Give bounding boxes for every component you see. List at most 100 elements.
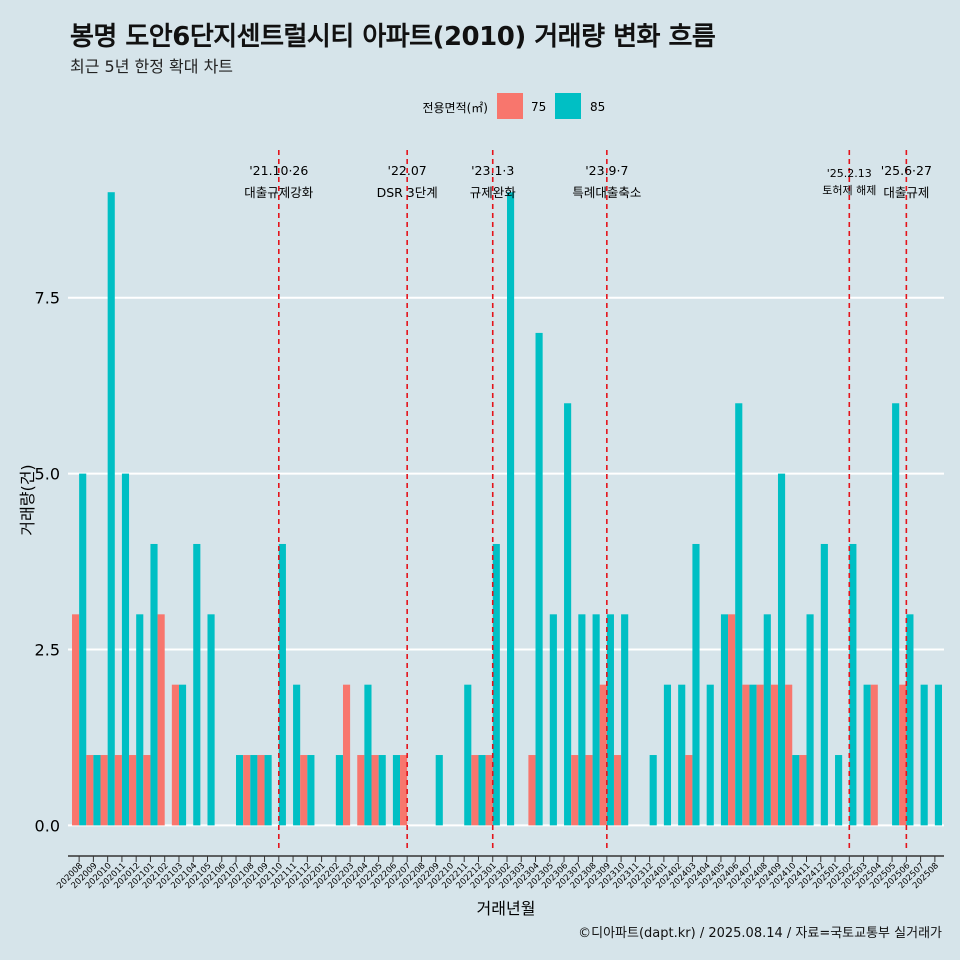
bar-85-202506 bbox=[906, 614, 914, 826]
bar-75-202411 bbox=[799, 755, 807, 826]
bar-75-202407 bbox=[742, 684, 750, 826]
event-desc-label: 대출규제 bbox=[883, 185, 929, 200]
bar-85-202109 bbox=[264, 755, 272, 826]
legend-title: 전용면적(㎡) bbox=[422, 101, 488, 115]
bar-75-202307 bbox=[571, 755, 579, 826]
bar-85-202508 bbox=[934, 684, 942, 826]
event-desc-label: DSR 3단계 bbox=[377, 185, 438, 200]
event-date-label: '22.07 bbox=[388, 163, 427, 178]
bar-85-202009 bbox=[93, 755, 101, 826]
bar-85-202211 bbox=[464, 684, 472, 826]
bar-85-202412 bbox=[820, 543, 828, 826]
bar-85-202410 bbox=[792, 755, 800, 826]
bar-85-202310 bbox=[621, 614, 629, 826]
y-tick-label: 2.5 bbox=[35, 640, 60, 659]
bar-85-202403 bbox=[692, 543, 700, 826]
bar-85-202212 bbox=[478, 755, 486, 826]
bar-85-202407 bbox=[749, 684, 757, 826]
bar-75-202310 bbox=[613, 755, 622, 826]
bar-85-202205 bbox=[378, 755, 386, 826]
bar-85-202012 bbox=[136, 614, 144, 826]
bar-75-202504 bbox=[870, 684, 878, 826]
bar-75-202212 bbox=[471, 755, 479, 826]
bar-85-202305 bbox=[549, 614, 557, 826]
bar-85-202309 bbox=[606, 614, 614, 826]
bars bbox=[72, 192, 942, 826]
bar-75-202308 bbox=[585, 755, 593, 826]
chart-subtitle: 최근 5년 한정 확대 차트 bbox=[70, 57, 234, 76]
bar-85-202206 bbox=[392, 755, 401, 826]
bar-75-202406 bbox=[728, 614, 736, 826]
bar-85-202406 bbox=[735, 403, 743, 826]
bar-85-202209 bbox=[435, 755, 443, 826]
bar-75-202012 bbox=[129, 755, 137, 826]
legend-swatch-85 bbox=[555, 93, 581, 119]
bar-85-202404 bbox=[706, 684, 714, 826]
event-date-label: '23.1·3 bbox=[471, 163, 514, 178]
y-tick-label: 0.0 bbox=[35, 816, 60, 835]
bar-85-202302 bbox=[507, 192, 515, 826]
bar-85-202405 bbox=[720, 614, 729, 826]
bar-75-202010 bbox=[100, 755, 108, 826]
bar-75-202410 bbox=[785, 684, 793, 826]
event-desc-label: 특례대출축소 bbox=[572, 185, 641, 200]
bar-85-202107 bbox=[236, 755, 244, 826]
bar-85-202401 bbox=[663, 684, 672, 826]
bar-85-202202 bbox=[335, 755, 343, 826]
y-tick-label: 7.5 bbox=[35, 289, 60, 308]
bar-85-202108 bbox=[250, 755, 258, 826]
chart-title: 봉명 도안6단지센트럴시티 아파트(2010) 거래량 변화 흐름 bbox=[70, 22, 716, 52]
bar-75-202205 bbox=[371, 755, 379, 826]
event-date-label: '25.6·27 bbox=[881, 163, 932, 178]
bar-75-202403 bbox=[685, 755, 693, 826]
bar-85-202112 bbox=[307, 755, 315, 826]
legend-label-85: 85 bbox=[590, 100, 605, 114]
bar-85-202306 bbox=[564, 403, 572, 826]
bar-85-202103 bbox=[178, 684, 187, 826]
bar-85-202312 bbox=[649, 755, 657, 826]
axes: 2020082020092020102020112020122021012021… bbox=[55, 855, 944, 891]
bar-75-202008 bbox=[72, 614, 80, 826]
bar-85-202411 bbox=[806, 614, 814, 826]
bar-85-202503 bbox=[863, 684, 871, 826]
bar-75-202009 bbox=[86, 755, 94, 826]
event-date-label: '21.10·26 bbox=[249, 163, 308, 178]
bar-85-202110 bbox=[278, 543, 286, 826]
x-axis-label: 거래년월 bbox=[477, 899, 536, 918]
legend: 전용면적(㎡) 75 85 bbox=[422, 93, 605, 119]
bar-85-202502 bbox=[849, 543, 857, 826]
bar-85-202409 bbox=[777, 473, 786, 826]
bar-85-202304 bbox=[535, 332, 543, 826]
bar-75-202409 bbox=[770, 684, 778, 826]
bar-75-202101 bbox=[143, 755, 151, 826]
bar-85-202101 bbox=[150, 543, 158, 826]
bar-85-202507 bbox=[920, 684, 928, 826]
event-date-label: '25.2.13 bbox=[827, 167, 872, 180]
bar-75-202506 bbox=[899, 684, 907, 826]
event-desc-label: 대출규제강화 bbox=[244, 185, 314, 200]
event-date-label: '23.9·7 bbox=[585, 163, 628, 178]
bar-75-202301 bbox=[485, 755, 493, 826]
bar-85-202105 bbox=[207, 614, 215, 826]
bar-75-202207 bbox=[400, 755, 408, 826]
bar-75-202103 bbox=[171, 684, 179, 826]
bar-85-202301 bbox=[492, 543, 500, 826]
bar-85-202111 bbox=[293, 684, 301, 826]
bar-85-202204 bbox=[364, 684, 372, 826]
bar-75-202304 bbox=[528, 755, 536, 826]
bar-75-202112 bbox=[300, 755, 308, 826]
event-desc-label: 토허제 해제 bbox=[822, 183, 876, 197]
bar-75-202408 bbox=[756, 684, 764, 826]
bar-85-202402 bbox=[678, 684, 686, 826]
legend-label-75: 75 bbox=[531, 100, 546, 114]
y-tick-label: 5.0 bbox=[35, 465, 60, 484]
bar-75-202108 bbox=[243, 755, 251, 826]
bar-85-202010 bbox=[107, 192, 115, 826]
bar-75-202204 bbox=[357, 755, 365, 826]
bar-75-202309 bbox=[599, 684, 607, 826]
bar-85-202308 bbox=[592, 614, 600, 826]
bar-75-202011 bbox=[114, 755, 122, 826]
bar-85-202505 bbox=[892, 403, 900, 826]
bar-75-202203 bbox=[342, 684, 351, 826]
